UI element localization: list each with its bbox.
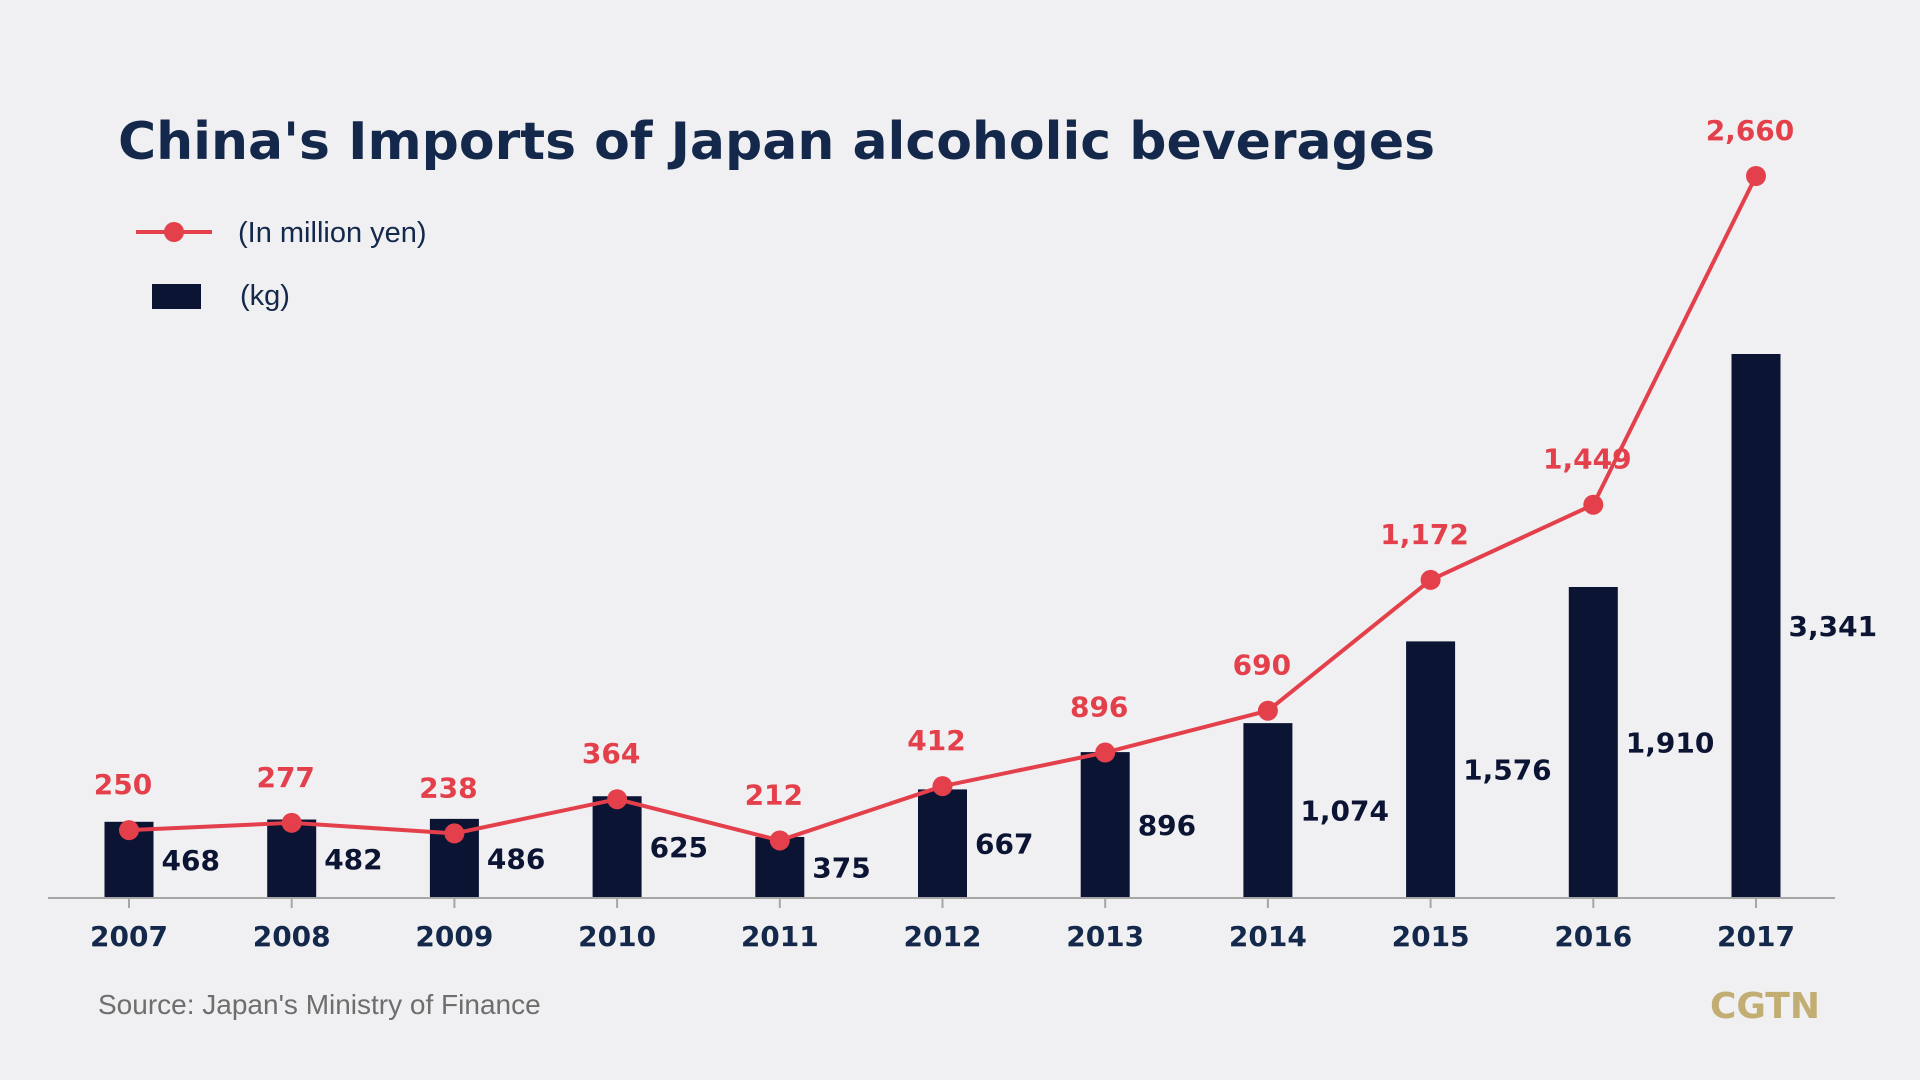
line-label-2012: 412 — [907, 724, 965, 757]
line-label-2011: 212 — [745, 778, 803, 811]
bar-label-2015: 1,576 — [1463, 754, 1552, 787]
bar-label-2012: 667 — [975, 828, 1033, 861]
bar-2013 — [1080, 752, 1130, 898]
line-label-2016: 1,449 — [1543, 443, 1632, 476]
line-label-2015: 1,172 — [1380, 518, 1469, 551]
x-tick-label-2011: 2011 — [741, 920, 819, 953]
x-tick-label-2015: 2015 — [1392, 920, 1470, 953]
line-label-2009: 238 — [419, 771, 477, 804]
line-point-2012 — [932, 776, 953, 797]
bar-label-2011: 375 — [812, 851, 870, 884]
line-point-2007 — [119, 820, 139, 841]
line-point-2017 — [1746, 166, 1766, 186]
line-point-2010 — [607, 789, 628, 810]
line-label-2017: 2,660 — [1706, 114, 1795, 147]
line-point-2016 — [1583, 494, 1604, 515]
x-tick-label-2010: 2010 — [578, 920, 656, 953]
line-point-2015 — [1420, 569, 1441, 590]
x-axis-ticks — [128, 898, 1757, 908]
bar-label-2009: 486 — [487, 842, 545, 875]
brand-logo: CGTN — [1710, 986, 1820, 1027]
legend-bar-swatch — [152, 284, 201, 309]
bar-label-2008: 482 — [324, 843, 382, 876]
x-tick-label-2007: 2007 — [90, 920, 168, 953]
line-label-2008: 277 — [256, 761, 314, 794]
line-label-2010: 364 — [582, 737, 640, 770]
line-point-2011 — [769, 830, 790, 851]
bar-label-2017: 3,341 — [1789, 610, 1878, 643]
line-value-labels: 250 277 238 364 212 412 896 690 1,172 1,449 2,660 — [94, 114, 1795, 811]
legend-line-label: (In million yen) — [238, 217, 427, 249]
x-tick-label-2016: 2016 — [1554, 920, 1632, 953]
line-label-2014: 690 — [1233, 649, 1291, 682]
legend-bar-label: (kg) — [240, 280, 290, 312]
x-axis-tick-labels: 2007 2008 2009 2010 2011 2012 2013 2014 2015 2016… — [90, 920, 1795, 953]
bar-label-2016: 1,910 — [1626, 727, 1715, 760]
bar-label-2013: 896 — [1138, 809, 1196, 842]
bar-2015 — [1406, 641, 1456, 898]
bar-2016 — [1568, 587, 1618, 898]
bar-2012 — [918, 789, 967, 898]
x-tick-label-2014: 2014 — [1229, 920, 1307, 953]
x-tick-label-2012: 2012 — [904, 920, 982, 953]
x-tick-label-2009: 2009 — [415, 920, 493, 953]
bar-label-2010: 625 — [650, 831, 708, 864]
line-label-2007: 250 — [94, 768, 152, 801]
legend-line-marker — [164, 222, 184, 242]
legend: (In million yen) (kg) — [136, 217, 427, 312]
x-tick-label-2013: 2013 — [1066, 920, 1144, 953]
chart-title: China's Imports of Japan alcoholic bever… — [118, 112, 1435, 172]
bar-2017 — [1731, 354, 1781, 898]
bar-series — [104, 354, 1781, 898]
x-tick-label-2017: 2017 — [1717, 920, 1795, 953]
source-note: Source: Japan's Ministry of Finance — [98, 989, 541, 1020]
line-point-2014 — [1257, 700, 1278, 721]
bar-value-labels: 468 482 486 625 375 667 896 1,074 1,576 1,910 3,34… — [162, 610, 1878, 884]
bar-2014 — [1243, 723, 1293, 898]
bar-2010 — [592, 796, 642, 898]
bar-label-2014: 1,074 — [1300, 795, 1389, 828]
line-point-2013 — [1095, 742, 1116, 763]
line-series — [119, 166, 1766, 851]
x-tick-label-2008: 2008 — [253, 920, 331, 953]
line-point-2008 — [281, 812, 302, 833]
bar-label-2007: 468 — [162, 844, 220, 877]
line-label-2013: 896 — [1070, 691, 1128, 724]
line-point-2009 — [444, 823, 465, 844]
